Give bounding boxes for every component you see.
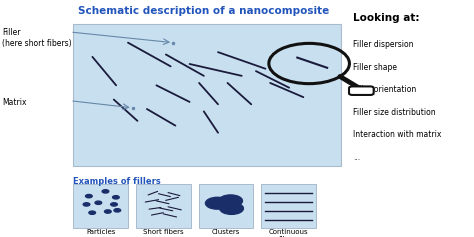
Circle shape bbox=[104, 210, 111, 213]
Circle shape bbox=[110, 203, 117, 206]
Text: Examples of fillers: Examples of fillers bbox=[73, 177, 161, 186]
Text: Filler
(here short fibers): Filler (here short fibers) bbox=[2, 28, 72, 48]
Text: Particles: Particles bbox=[86, 229, 115, 235]
Circle shape bbox=[113, 196, 119, 199]
Text: Filler shape: Filler shape bbox=[353, 63, 397, 72]
Circle shape bbox=[206, 197, 229, 209]
Circle shape bbox=[95, 201, 101, 204]
Circle shape bbox=[219, 195, 242, 207]
Text: Filler dispersion: Filler dispersion bbox=[353, 40, 414, 49]
Circle shape bbox=[102, 190, 109, 193]
Text: Matrix: Matrix bbox=[2, 98, 27, 107]
Circle shape bbox=[114, 209, 120, 212]
Circle shape bbox=[85, 194, 92, 198]
Bar bbox=[73, 24, 341, 166]
FancyBboxPatch shape bbox=[349, 87, 374, 95]
Text: Filler size distribution: Filler size distribution bbox=[353, 108, 436, 117]
Text: Clusters: Clusters bbox=[212, 229, 240, 235]
Bar bbox=[199, 184, 253, 228]
Text: Filler orientation: Filler orientation bbox=[353, 85, 416, 94]
Circle shape bbox=[220, 202, 244, 214]
Bar bbox=[261, 184, 316, 228]
Circle shape bbox=[89, 211, 95, 214]
Bar bbox=[73, 184, 128, 228]
Circle shape bbox=[83, 203, 90, 206]
Text: Looking at:: Looking at: bbox=[353, 13, 419, 23]
Text: Continuous
fibers: Continuous fibers bbox=[269, 229, 308, 237]
Text: ...: ... bbox=[353, 153, 360, 162]
Bar bbox=[136, 184, 191, 228]
Text: Interaction with matrix: Interaction with matrix bbox=[353, 130, 441, 139]
Text: Short fibers: Short fibers bbox=[143, 229, 183, 235]
Text: Schematic description of a nanocomposite: Schematic description of a nanocomposite bbox=[78, 6, 329, 16]
